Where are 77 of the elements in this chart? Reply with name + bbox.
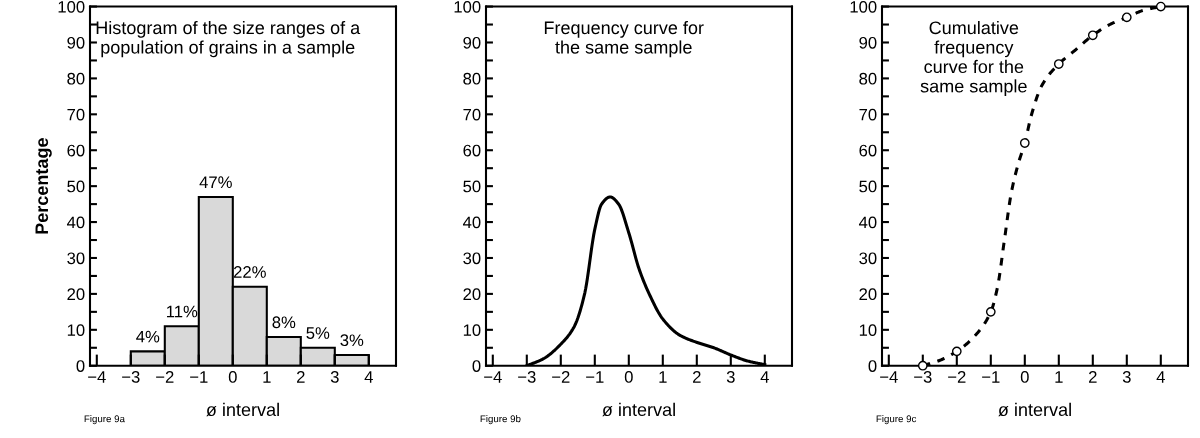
y-tick-label: 60 bbox=[859, 144, 877, 157]
x-tick-label: 3 bbox=[330, 371, 339, 383]
x-tick-label: −2 bbox=[948, 371, 966, 383]
y-tick-label: 40 bbox=[858, 216, 877, 229]
x-tick-label: 3 bbox=[1122, 371, 1131, 383]
y-tick-label: 20 bbox=[67, 288, 85, 301]
text: Frequency curve for the same sample bbox=[544, 20, 704, 58]
caption: Figure 9c bbox=[876, 415, 917, 425]
data-label: 8% bbox=[272, 316, 296, 329]
y-tick-label: 70 bbox=[67, 108, 85, 121]
y-tick-label: 0 bbox=[868, 360, 877, 372]
caption: Figure 9a bbox=[84, 415, 125, 425]
x-tick-label: −2 bbox=[552, 371, 570, 383]
data-label: 5% bbox=[306, 327, 330, 339]
x-tick-label: −3 bbox=[122, 371, 140, 383]
y-tick-label: 90 bbox=[859, 36, 877, 49]
x-tick-label: 0 bbox=[1020, 371, 1029, 383]
data-label: 3% bbox=[340, 334, 364, 347]
x-tick-label: 1 bbox=[1055, 371, 1063, 383]
y-tick-label: 100 bbox=[850, 0, 877, 13]
y-tick-label: 10 bbox=[67, 324, 85, 337]
text: Cumulative frequency curve for the same sample bbox=[920, 20, 1027, 97]
y-tick-label: 100 bbox=[454, 0, 481, 13]
data-label: 47% bbox=[199, 176, 232, 189]
y-tick-label: 0 bbox=[472, 360, 481, 372]
data-label: 22% bbox=[233, 266, 266, 278]
data-label: 11% bbox=[167, 305, 198, 318]
x-tick-label: 0 bbox=[624, 371, 633, 383]
x-axis-title: ø interval bbox=[602, 402, 675, 417]
y-tick-label: 80 bbox=[463, 72, 481, 85]
x-tick-label: 3 bbox=[726, 371, 735, 383]
x-tick-label: 2 bbox=[693, 371, 701, 383]
x-axis-title: ø interval bbox=[998, 402, 1071, 417]
y-tick-label: 20 bbox=[859, 288, 877, 301]
y-tick-label: 10 bbox=[859, 324, 877, 337]
y-tick-label: 0 bbox=[76, 360, 85, 372]
y-tick-label: 30 bbox=[859, 252, 877, 265]
caption: Figure 9b bbox=[480, 415, 521, 425]
y-tick-label: 40 bbox=[66, 216, 85, 229]
x-tick-label: 1 bbox=[263, 371, 271, 383]
y-tick-label: 50 bbox=[67, 180, 85, 193]
y-tick-label: 70 bbox=[463, 108, 481, 121]
y-tick-label: 80 bbox=[67, 72, 85, 85]
y-axis-title: Percentage bbox=[35, 138, 52, 234]
x-tick-label: 4 bbox=[364, 371, 373, 383]
x-tick-label: 2 bbox=[1089, 371, 1097, 383]
data-label: 4% bbox=[136, 330, 160, 343]
x-tick-label: −3 bbox=[518, 371, 536, 383]
x-axis-title: ø interval bbox=[206, 402, 279, 417]
x-tick-label: 1 bbox=[659, 371, 667, 383]
x-tick-label: 4 bbox=[760, 371, 769, 383]
y-tick-label: 50 bbox=[859, 180, 877, 193]
x-tick-label: −4 bbox=[484, 371, 502, 383]
y-tick-label: 70 bbox=[859, 108, 877, 121]
x-tick-label: −4 bbox=[88, 371, 106, 383]
x-tick-label: −3 bbox=[914, 371, 932, 383]
x-tick-label: 2 bbox=[297, 371, 305, 383]
x-tick-label: −1 bbox=[190, 371, 208, 383]
x-tick-label: 0 bbox=[228, 371, 237, 383]
y-tick-label: 20 bbox=[463, 288, 481, 301]
y-tick-label: 90 bbox=[67, 36, 85, 49]
y-tick-label: 80 bbox=[859, 72, 877, 85]
y-tick-label: 40 bbox=[462, 216, 481, 229]
x-tick-label: −2 bbox=[156, 371, 174, 383]
x-tick-label: 4 bbox=[1156, 371, 1165, 383]
y-tick-label: 90 bbox=[463, 36, 481, 49]
y-tick-label: 100 bbox=[58, 0, 85, 13]
text: Histogram of the size ranges of a population of grains in a sample bbox=[96, 20, 361, 58]
x-tick-label: −1 bbox=[586, 371, 604, 383]
y-tick-label: 30 bbox=[463, 252, 481, 265]
y-tick-label: 30 bbox=[67, 252, 85, 265]
y-tick-label: 60 bbox=[67, 144, 85, 157]
y-tick-label: 60 bbox=[463, 144, 481, 157]
y-tick-label: 10 bbox=[463, 324, 481, 337]
x-tick-label: −4 bbox=[880, 371, 898, 383]
x-tick-label: −1 bbox=[982, 371, 1000, 383]
y-tick-label: 50 bbox=[463, 180, 481, 193]
